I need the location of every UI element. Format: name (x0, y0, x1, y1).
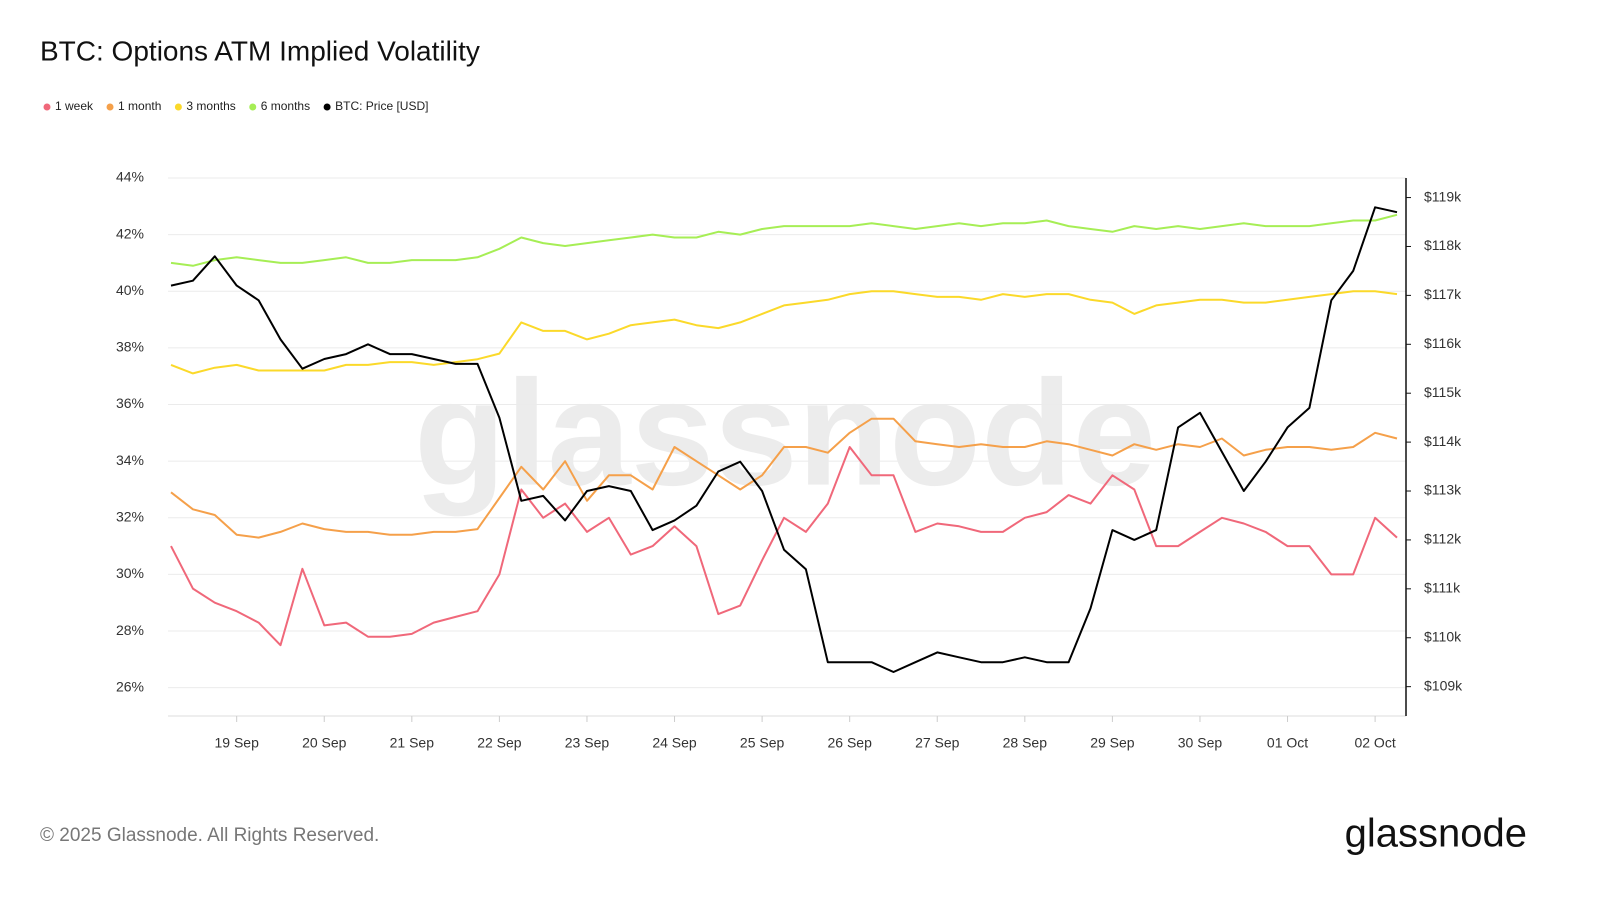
y2-tick-label: $116k (1424, 335, 1462, 351)
y2-tick-label: $119k (1424, 188, 1462, 204)
legend-label: 6 months (261, 99, 310, 113)
x-tick-label: 01 Oct (1267, 735, 1308, 751)
legend-label: 1 month (118, 99, 161, 113)
x-tick-label: 20 Sep (302, 735, 347, 751)
x-tick-label: 25 Sep (740, 735, 785, 751)
x-tick-label: 29 Sep (1090, 735, 1135, 751)
x-tick-label: 27 Sep (915, 735, 960, 751)
y2-tick-label: $110k (1424, 628, 1462, 644)
y-tick-label: 38% (116, 339, 144, 355)
legend-marker (106, 103, 114, 111)
legend-marker (323, 103, 331, 111)
footer: © 2025 Glassnode. All Rights Reserved. (40, 825, 379, 846)
series-line (170, 446, 1398, 647)
chart-title: BTC: Options ATM Implied Volatility (40, 35, 480, 66)
y-tick-label: 44% (116, 169, 144, 185)
y2-tick-label: $117k (1424, 286, 1462, 302)
y-tick-label: 32% (116, 508, 144, 524)
y2-tick-label: $113k (1424, 482, 1462, 498)
y-tick-label: 36% (116, 395, 144, 411)
x-tick-label: 19 Sep (214, 735, 259, 751)
legend-marker (174, 103, 182, 111)
legend-marker (43, 103, 51, 111)
series-line (170, 290, 1398, 375)
y-tick-label: 30% (116, 565, 144, 581)
series-line (170, 206, 1398, 673)
y2-tick-label: $111k (1424, 580, 1461, 596)
x-tick-label: 30 Sep (1178, 735, 1223, 751)
x-tick-label: 23 Sep (565, 735, 610, 751)
x-tick-label: 28 Sep (1003, 735, 1048, 751)
logo: glassnode (1345, 812, 1527, 856)
y-tick-label: 42% (116, 225, 144, 241)
y-tick-label: 26% (116, 678, 144, 694)
y2-tick-label: $115k (1424, 384, 1462, 400)
x-tick-label: 22 Sep (477, 735, 522, 751)
y-tick-label: 34% (116, 452, 144, 468)
y2-tick-label: $109k (1424, 677, 1463, 693)
y2-tick-label: $114k (1424, 433, 1462, 449)
x-tick-label: 21 Sep (390, 735, 435, 751)
x-tick-label: 24 Sep (652, 735, 697, 751)
legend-label: 3 months (186, 99, 235, 113)
series-line (170, 213, 1398, 267)
x-tick-label: 26 Sep (827, 735, 872, 751)
y-tick-label: 28% (116, 622, 144, 638)
legend-marker (249, 103, 257, 111)
legend-label: BTC: Price [USD] (335, 99, 428, 113)
series-line (170, 417, 1398, 539)
watermark: glassnode (414, 349, 1156, 517)
y2-tick-label: $118k (1424, 237, 1462, 253)
y-tick-label: 40% (116, 282, 144, 298)
y2-tick-label: $112k (1424, 531, 1462, 547)
x-tick-label: 02 Oct (1354, 735, 1395, 751)
legend-label: 1 week (55, 99, 94, 113)
